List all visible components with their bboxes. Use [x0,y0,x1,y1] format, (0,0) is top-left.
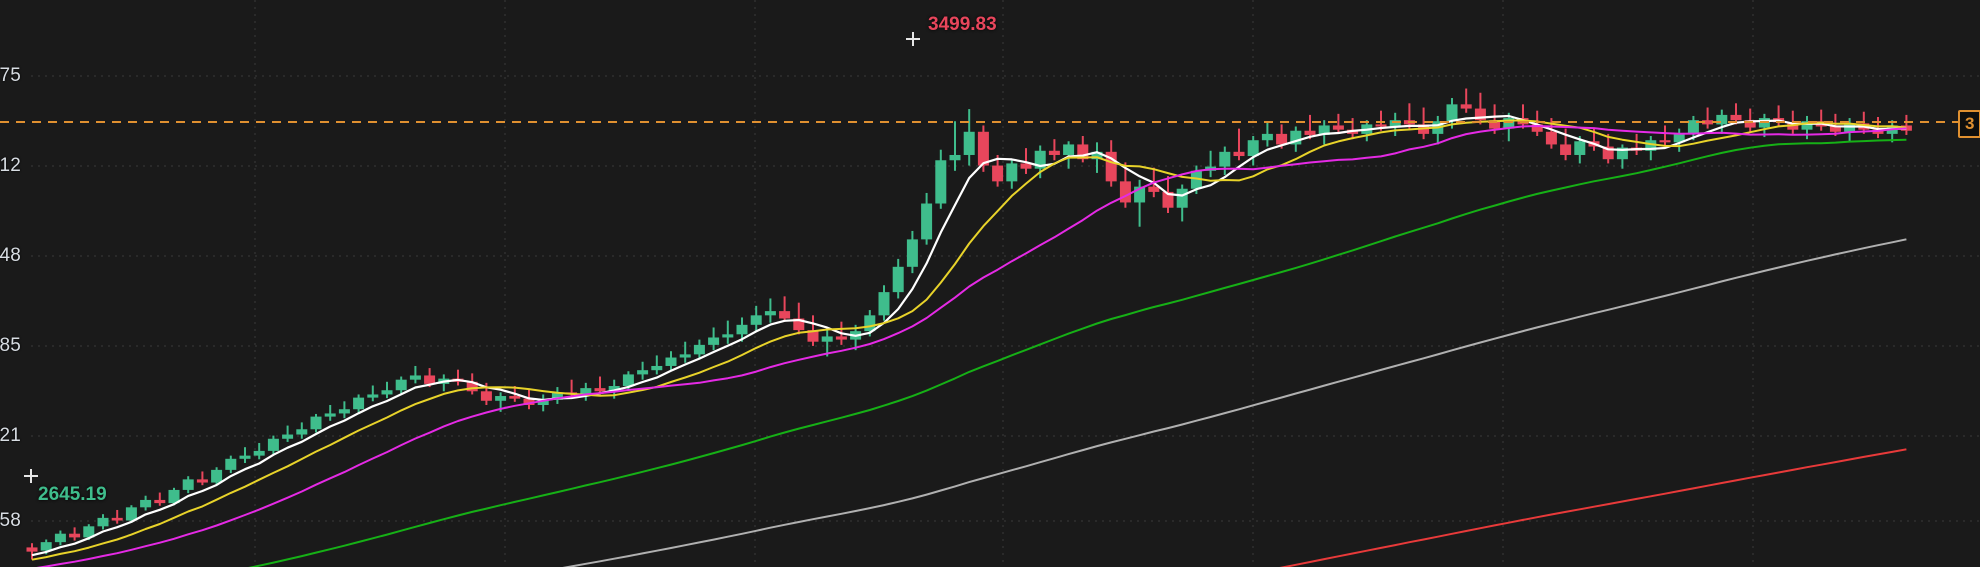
y-axis-left-tick: .21 [0,425,22,446]
period-high-annotation: 3499.83 [928,14,997,35]
y-axis-left-tick: .85 [0,335,22,356]
y-axis-left-tick: .12 [0,155,22,176]
y-axis-left-tick: .48 [0,245,22,266]
y-axis-left-tick: .58 [0,510,22,531]
y-axis-left-tick: .75 [0,65,22,86]
period-low-annotation: 2645.19 [38,484,107,505]
current-price-badge[interactable]: 3 [1958,110,1980,138]
